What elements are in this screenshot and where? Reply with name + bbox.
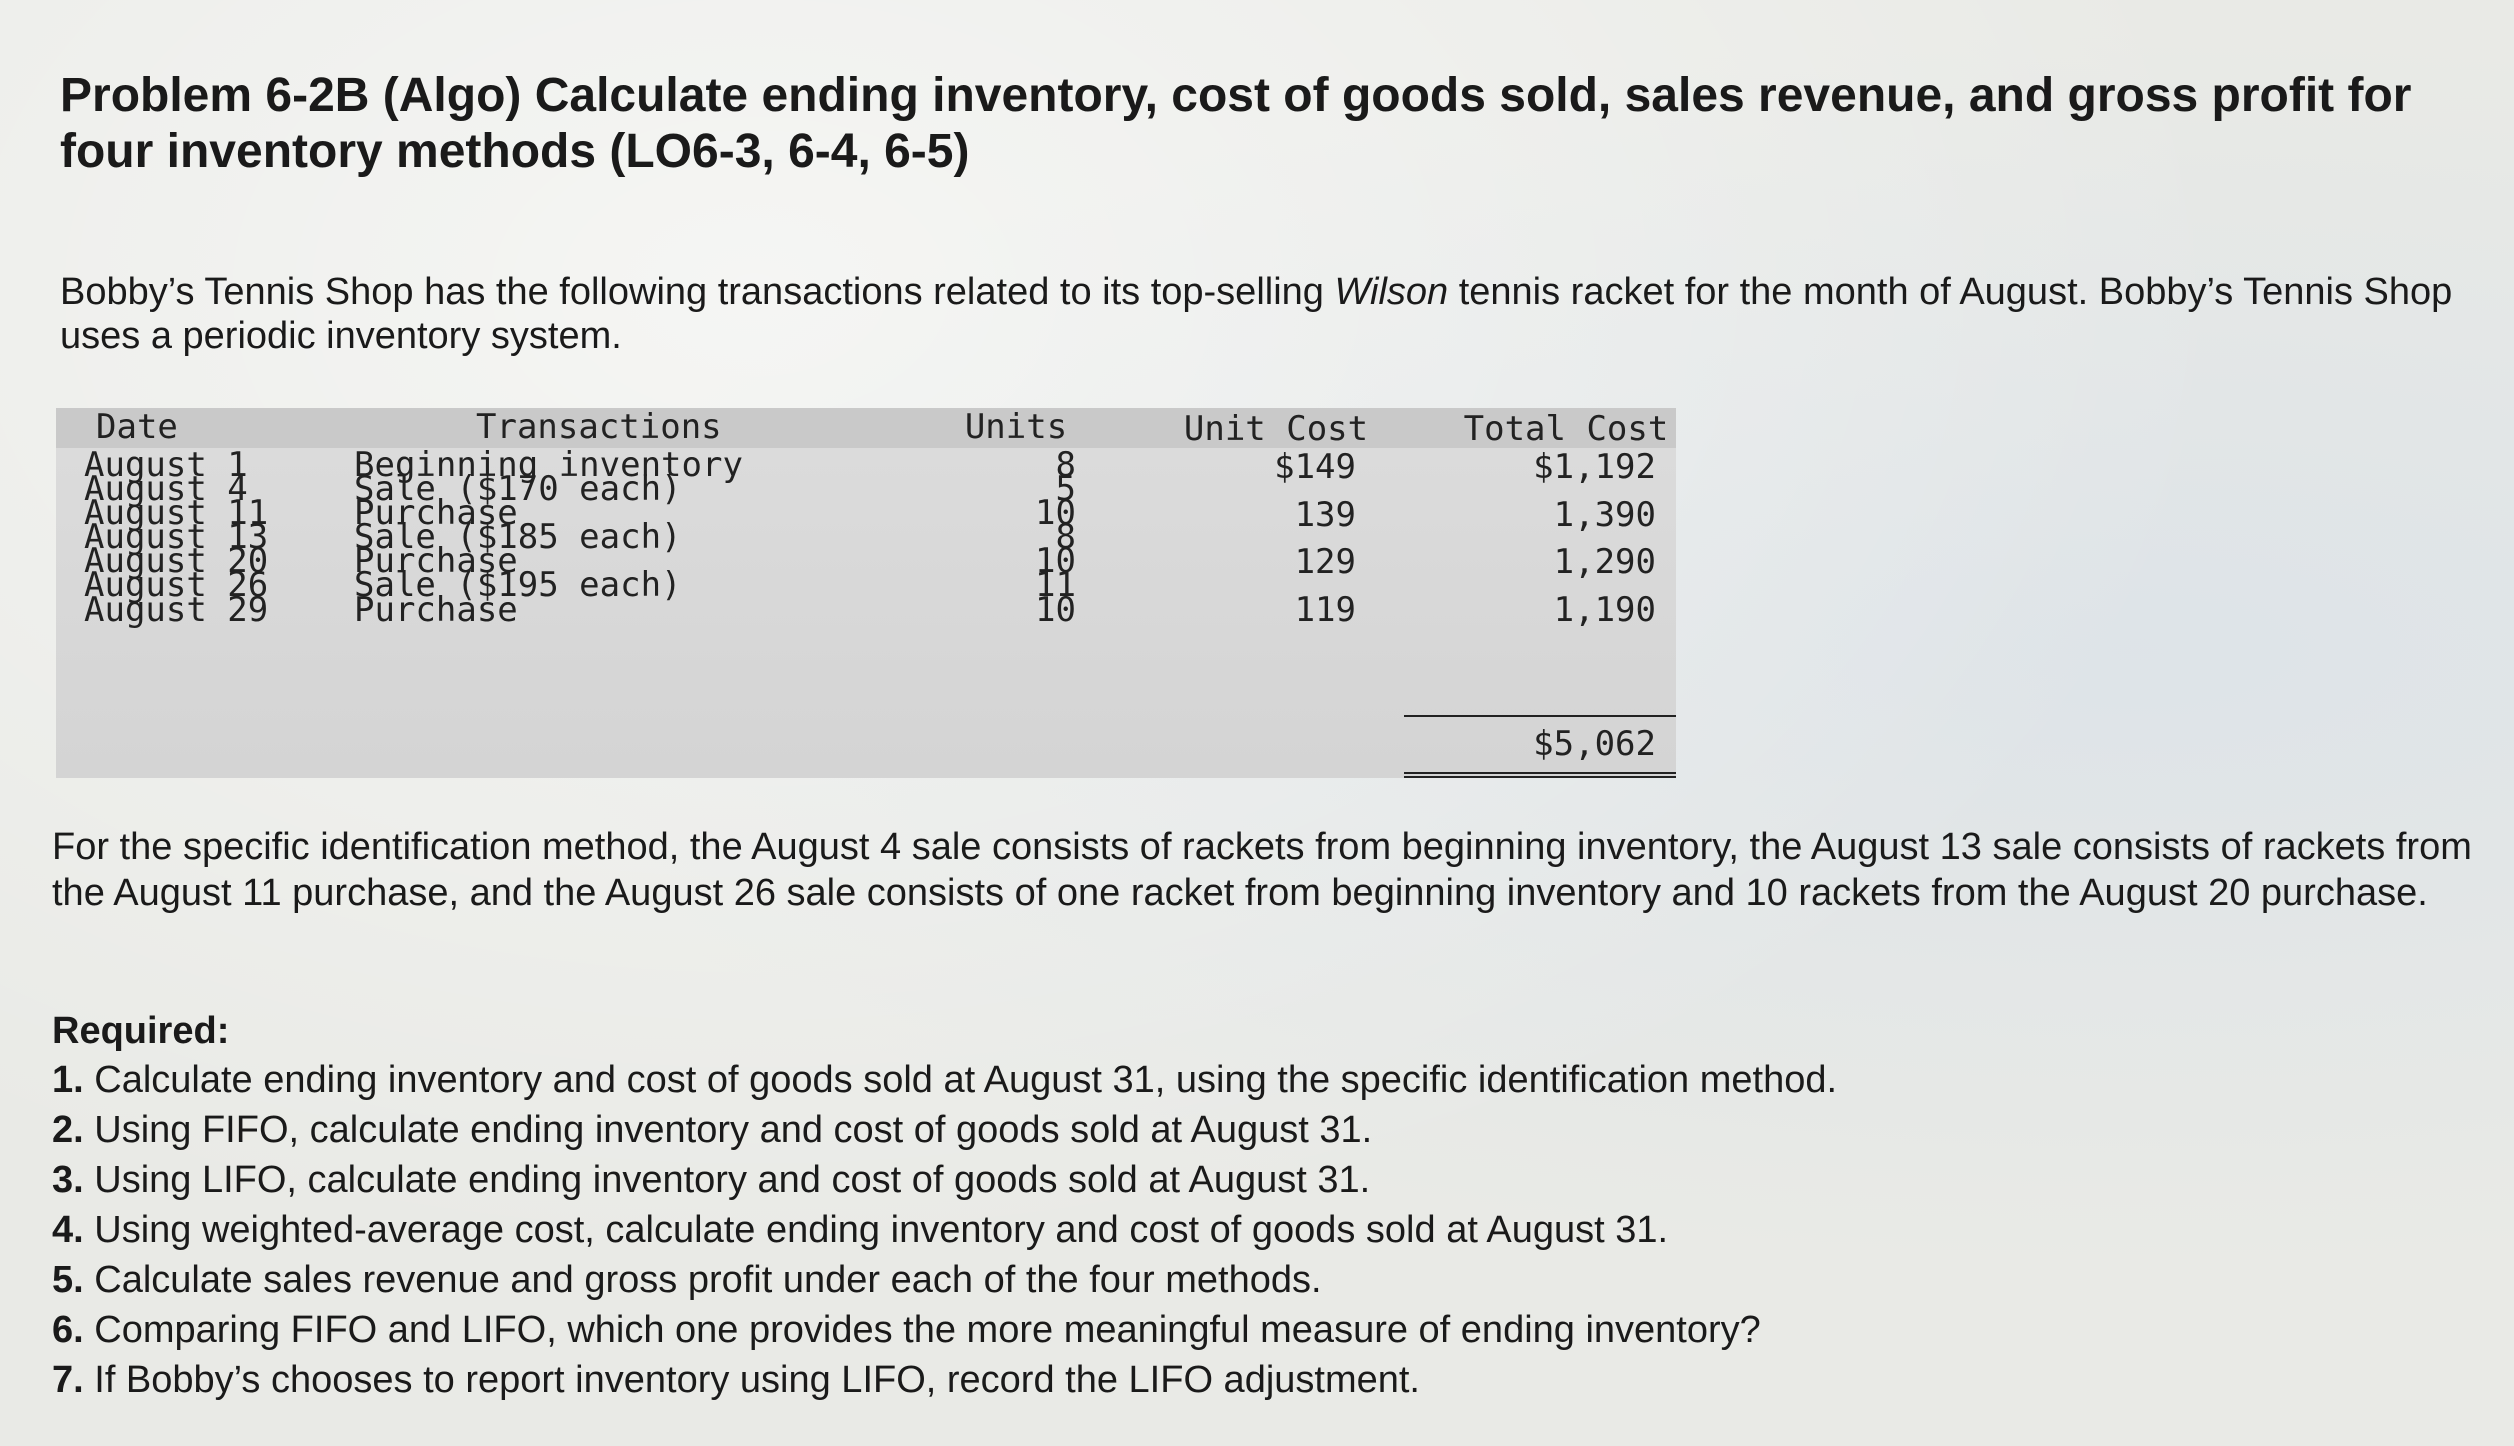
required-item: 5. Calculate sales revenue and gross pro… (52, 1255, 2472, 1305)
header-units: Units (964, 407, 1068, 447)
row-total-cost: $1,192 (1533, 447, 1656, 487)
header-unit-cost: Unit Cost (1183, 409, 1369, 449)
required-heading: Required: (52, 1010, 230, 1052)
row-unit-cost: 129 (1294, 542, 1356, 582)
row-units: 8 (1055, 445, 1076, 485)
required-item: 6. Comparing FIFO and LIFO, which one pr… (52, 1305, 2472, 1355)
row-total-cost: 1,190 (1553, 590, 1656, 630)
intro-text-start: Bobby’s Tennis Shop has the following tr… (60, 271, 1335, 313)
row-units: 10 (1035, 493, 1076, 533)
row-unit-cost: 119 (1294, 590, 1356, 630)
header-date: Date (96, 407, 178, 447)
row-unit-cost: 139 (1294, 495, 1356, 535)
grand-total-value: $5,062 (1533, 724, 1656, 764)
subtotal-rule (1404, 715, 1676, 717)
transactions-table: Date Transactions Units Unit Cost Total … (56, 408, 1676, 778)
row-transaction: Purchase (354, 590, 518, 630)
table-header-row: Date Transactions Units Unit Cost Total … (56, 408, 1676, 448)
required-item-number: 2. (52, 1109, 84, 1151)
row-units: 10 (1035, 541, 1076, 581)
required-item-number: 5. (52, 1259, 84, 1301)
required-item-number: 7. (52, 1359, 84, 1401)
double-total-rule (1404, 772, 1676, 778)
required-item-number: 4. (52, 1209, 84, 1251)
required-item-number: 3. (52, 1159, 84, 1201)
row-date: August 4 (84, 469, 248, 509)
row-units: 8 (1055, 517, 1076, 557)
required-item-text: Using FIFO, calculate ending inventory a… (83, 1109, 1373, 1151)
required-item-text: Using LIFO, calculate ending inventory a… (83, 1159, 1371, 1201)
row-units: 11 (1035, 565, 1076, 605)
header-transactions: Transactions (476, 407, 722, 447)
required-item: 3. Using LIFO, calculate ending inventor… (52, 1155, 2472, 1205)
row-units: 5 (1055, 469, 1076, 509)
row-transaction: Sale ($195 each) (354, 565, 682, 605)
row-transaction: Purchase (354, 541, 518, 581)
row-total-cost: 1,390 (1553, 495, 1656, 535)
specific-identification-note: For the specific identification method, … (52, 826, 2472, 914)
required-item-text: Calculate ending inventory and cost of g… (83, 1059, 1838, 1101)
intro-brand-name: Wilson (1334, 271, 1449, 313)
row-date: August 13 (84, 517, 269, 557)
required-item: 1. Calculate ending inventory and cost o… (52, 1055, 2472, 1105)
row-transaction: Sale ($185 each) (354, 517, 682, 557)
row-date: August 1 (84, 445, 248, 485)
required-item: 7. If Bobby’s chooses to report inventor… (52, 1355, 2472, 1405)
required-item-number: 6. (52, 1309, 84, 1351)
row-unit-cost: $149 (1274, 447, 1356, 487)
required-item: 2. Using FIFO, calculate ending inventor… (52, 1105, 2472, 1155)
row-transaction: Purchase (354, 493, 518, 533)
problem-title: Problem 6-2B (Algo) Calculate ending inv… (60, 69, 2412, 178)
required-item-text: If Bobby’s chooses to report inventory u… (83, 1359, 1420, 1401)
required-item-number: 1. (52, 1059, 84, 1101)
row-total-cost: 1,290 (1553, 542, 1656, 582)
row-date: August 26 (84, 565, 269, 605)
row-transaction: Sale ($170 each) (354, 469, 682, 509)
required-item-text: Comparing FIFO and LIFO, which one provi… (83, 1309, 1761, 1351)
required-item-text: Calculate sales revenue and gross profit… (83, 1259, 1322, 1301)
row-transaction: Beginning inventory (354, 445, 743, 485)
row-date: August 20 (84, 541, 269, 581)
required-item: 4. Using weighted-average cost, calculat… (52, 1205, 2472, 1255)
row-date: August 11 (84, 493, 269, 533)
intro-text-end: tennis racket for the month of August. B… (60, 271, 2453, 357)
row-units: 10 (1035, 590, 1076, 630)
header-total-cost: Total Cost (1463, 409, 1669, 449)
intro-paragraph: Bobby’s Tennis Shop has the following tr… (60, 270, 2460, 358)
required-item-text: Using weighted-average cost, calculate e… (83, 1209, 1669, 1251)
required-list: 1. Calculate ending inventory and cost o… (52, 1055, 2472, 1405)
row-date: August 29 (84, 590, 269, 630)
